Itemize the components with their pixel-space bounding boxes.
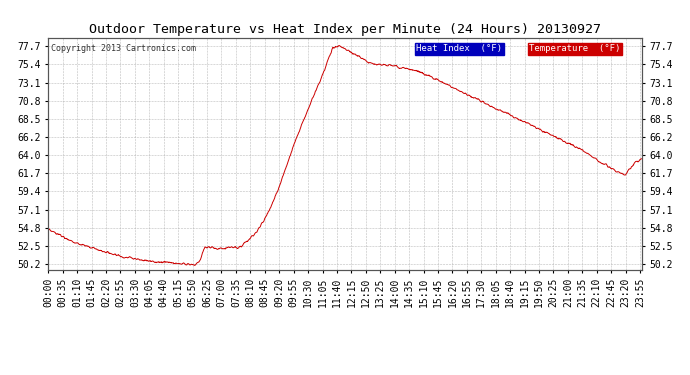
Text: Copyright 2013 Cartronics.com: Copyright 2013 Cartronics.com [51,45,196,54]
Text: Heat Index  (°F): Heat Index (°F) [416,45,502,54]
Text: Temperature  (°F): Temperature (°F) [529,45,620,54]
Title: Outdoor Temperature vs Heat Index per Minute (24 Hours) 20130927: Outdoor Temperature vs Heat Index per Mi… [89,23,601,36]
